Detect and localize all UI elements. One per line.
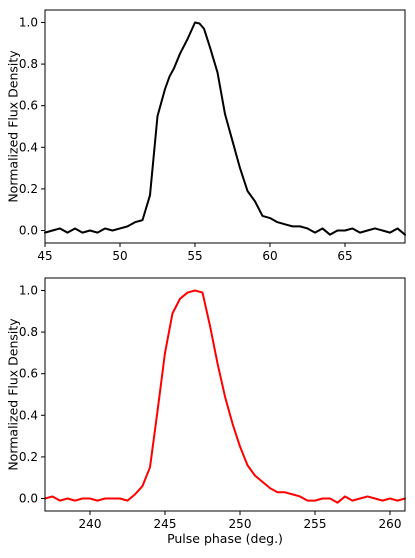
y-tick-label: 0.4 [19, 408, 38, 422]
y-tick-label: 0.6 [19, 367, 38, 381]
y-axis-label: Normalized Flux Density [6, 50, 21, 203]
x-tick-label: 55 [187, 249, 202, 263]
x-tick-label: 60 [262, 249, 277, 263]
chart-panel-1: 45 50 55 60 65 0.0 0.2 0.4 0.6 0.8 1.0 Normalized F… [6, 9, 406, 263]
plot-frame [44, 277, 406, 512]
series-line-2-1 [44, 289, 406, 504]
x-tick-label: 45 [37, 249, 52, 263]
y-tick-label: 0.2 [19, 182, 38, 196]
x-tick-label: 255 [304, 517, 327, 531]
y-tick-label: 0.4 [19, 140, 38, 154]
chart-panel-2: 240 245 250 255 260 0.0 0.2 0.4 0.6 0.8 1.0 Normali… [6, 277, 406, 546]
x-tick-label: 240 [79, 517, 102, 531]
series-line-1-1 [44, 21, 406, 236]
y-axis-label: Normalized Flux Density [6, 318, 21, 471]
plot-frame [44, 9, 406, 244]
x-tick-label: 260 [379, 517, 402, 531]
x-tick-label: 250 [229, 517, 252, 531]
y-tick-label: 0.0 [19, 224, 38, 238]
y-tick-label: 1.0 [19, 15, 38, 29]
y-tick-label: 0.6 [19, 99, 38, 113]
x-axis-label: Pulse phase (deg.) [167, 531, 283, 546]
x-tick-label: 245 [154, 517, 177, 531]
y-tick-label: 0.8 [19, 325, 38, 339]
y-tick-label: 0.0 [19, 492, 38, 506]
x-tick-label: 65 [337, 249, 352, 263]
y-tick-label: 1.0 [19, 283, 38, 297]
y-tick-label: 0.8 [19, 57, 38, 71]
y-tick-label: 0.2 [19, 450, 38, 464]
x-tick-label: 50 [112, 249, 127, 263]
